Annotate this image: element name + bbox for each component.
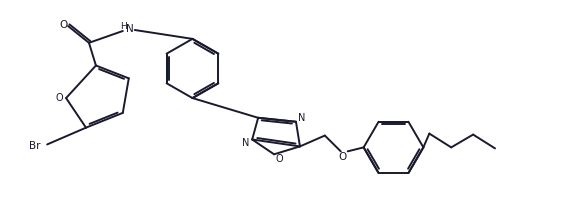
Text: H: H	[120, 22, 127, 30]
Text: O: O	[59, 20, 67, 30]
Text: Br: Br	[30, 141, 41, 151]
Text: N: N	[242, 138, 249, 149]
Text: N: N	[126, 24, 134, 34]
Text: N: N	[298, 113, 306, 123]
Text: O: O	[55, 93, 63, 103]
Text: O: O	[275, 154, 283, 164]
Text: O: O	[339, 152, 347, 162]
